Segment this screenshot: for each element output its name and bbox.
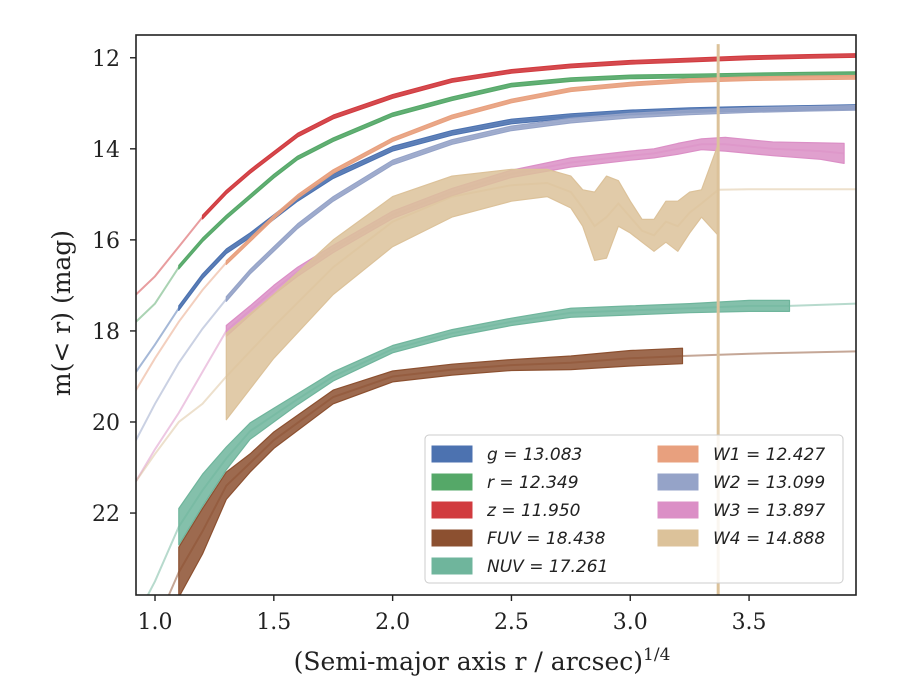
y-tick-label: 16 (92, 229, 120, 254)
legend-swatch (431, 557, 473, 575)
x-tick-label: 1.0 (138, 610, 173, 635)
legend-label: FUV = 18.438 (487, 529, 606, 549)
series-3 (136, 53, 856, 296)
legend-swatch (431, 529, 473, 547)
legend-label: z = 11.950 (486, 501, 580, 521)
legend-frame (424, 434, 844, 584)
series-5 (146, 299, 856, 595)
legend-label: W2 = 13.099 (713, 473, 825, 493)
y-tick-label: 14 (92, 138, 120, 163)
series-6 (136, 74, 856, 391)
legend-item: NUV = 17.261 (431, 557, 608, 577)
legend-item: W1 = 12.427 (657, 445, 825, 465)
x-tick-label: 3.0 (613, 610, 648, 635)
measurement-band (178, 71, 856, 270)
x-tick-label: 2.0 (375, 610, 410, 635)
y-axis: 12 14 16 18 20 22 (92, 47, 136, 527)
x-tick-label: 2.5 (494, 610, 529, 635)
legend-swatch (431, 473, 473, 491)
x-tick-label: 3.5 (732, 610, 767, 635)
legend-swatch (657, 473, 699, 491)
y-tick-label: 20 (92, 411, 120, 436)
legend-swatch (431, 445, 473, 463)
y-tick-label: 22 (92, 502, 120, 527)
legend-swatch (657, 445, 699, 463)
series-layer (136, 44, 856, 595)
legend: g = 13.083 r = 12.349 z = 11.950 FUV = 18.4… (424, 434, 844, 584)
measurement-band (225, 74, 856, 266)
series-2 (136, 71, 856, 323)
legend-item: W4 = 14.888 (657, 529, 825, 549)
legend-item: W3 = 13.897 (657, 501, 825, 521)
legend-item: W2 = 13.099 (657, 473, 825, 493)
legend-swatch (657, 529, 699, 547)
measurement-band (178, 347, 684, 595)
measurement-band (225, 143, 719, 421)
legend-swatch (431, 501, 473, 519)
legend-label: g = 13.083 (487, 445, 582, 465)
series-4 (167, 347, 856, 595)
measurement-band (178, 299, 791, 546)
x-tick-label: 1.5 (256, 610, 291, 635)
legend-label: W4 = 14.888 (713, 529, 825, 549)
measurement-band (178, 104, 856, 311)
y-tick-label: 12 (92, 47, 120, 72)
x-axis: 1.0 1.5 2.0 2.5 3.0 3.5 (138, 595, 767, 635)
legend-label: W3 = 13.897 (713, 501, 825, 521)
measurement-band (201, 53, 856, 220)
y-axis-label: m(< r) (mag) (47, 230, 76, 396)
legend-swatch (657, 501, 699, 519)
legend-label: r = 12.349 (487, 473, 579, 493)
x-axis-label: (Semi-major axis r / arcsec)1/4 (294, 645, 671, 676)
legend-item: FUV = 18.438 (431, 529, 606, 549)
legend-item: g = 13.083 (431, 445, 582, 465)
series-7 (136, 105, 856, 441)
legend-label: NUV = 17.261 (487, 557, 608, 577)
y-tick-label: 18 (92, 320, 120, 345)
plot-frame (135, 34, 857, 596)
legend-label: W1 = 12.427 (713, 445, 825, 465)
measurement-band (225, 105, 856, 302)
legend-item: r = 12.349 (431, 473, 579, 493)
legend-item: z = 11.950 (431, 501, 580, 521)
